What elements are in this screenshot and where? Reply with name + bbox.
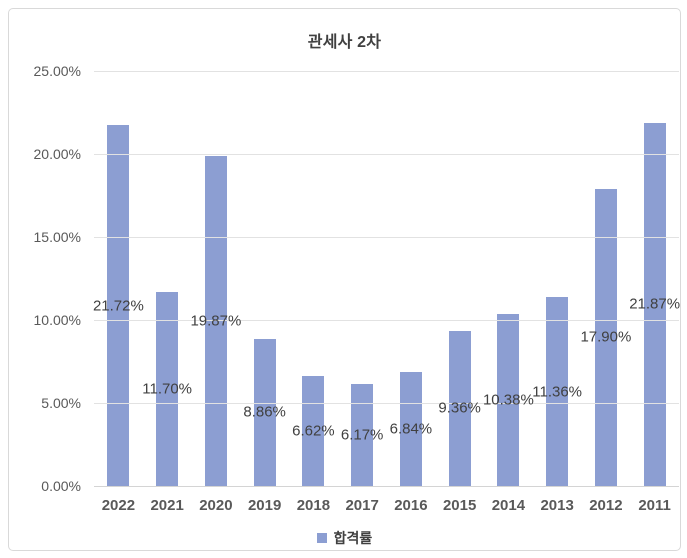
gridline <box>94 403 679 404</box>
legend-swatch-icon <box>316 533 327 543</box>
x-tick-label: 2016 <box>394 497 428 514</box>
x-tick-label: 2015 <box>442 497 477 514</box>
legend-label: 합격률 <box>333 530 373 546</box>
gridline <box>94 71 679 72</box>
chart-title: 관세사 2차 <box>307 34 382 51</box>
x-tick-label: 2014 <box>491 497 526 514</box>
gridline <box>94 154 679 155</box>
value-label: 8.86% <box>243 403 286 421</box>
value-label: 21.72% <box>92 297 144 315</box>
y-tick-label: 15.00% <box>33 229 81 245</box>
y-tick-label: 0.00% <box>41 478 81 494</box>
value-label: 11.36% <box>532 383 583 401</box>
value-label: 6.17% <box>340 426 384 444</box>
bar-column <box>143 71 192 486</box>
bar-column <box>338 71 387 486</box>
bar <box>253 338 276 486</box>
x-tick-label: 2011 <box>638 497 671 514</box>
bar <box>448 330 471 486</box>
x-tick-label: 2013 <box>540 497 574 514</box>
value-label: 10.38% <box>482 391 534 409</box>
value-label: 9.36% <box>438 399 481 417</box>
value-label: 6.62% <box>292 422 335 440</box>
chart-frame: 관세사 2차 25.00% 20.00% 15.00% 10.00% 5.00% 0.00… <box>8 8 681 551</box>
bar-column <box>387 71 436 486</box>
bar <box>399 372 422 486</box>
bar-column <box>240 71 289 486</box>
plot-area: 21.72% 11.70% 19.87% 8.86% 6.62% 6.17% 6.84% 9.… <box>92 71 681 487</box>
x-tick-label: 2017 <box>345 497 379 514</box>
y-tick-label: 20.00% <box>33 146 81 162</box>
bar <box>594 188 617 486</box>
bar-column <box>192 71 241 486</box>
x-tick-label: 2018 <box>296 497 331 514</box>
bar-column <box>533 71 582 486</box>
bar-column <box>94 71 143 486</box>
bar <box>107 125 130 486</box>
gridline <box>94 320 679 321</box>
bar <box>351 383 374 486</box>
gridline <box>94 486 679 487</box>
bar <box>546 297 569 486</box>
bar <box>156 291 179 486</box>
legend: 합격률 <box>9 528 680 548</box>
x-tick-label: 2019 <box>247 497 282 514</box>
x-tick-label: 2012 <box>589 497 623 514</box>
x-tick-label: 2022 <box>101 497 136 514</box>
x-tick-label: 2020 <box>199 497 233 514</box>
y-tick-label: 10.00% <box>33 312 81 328</box>
bar-series <box>94 71 679 486</box>
x-axis-labels: 2022 2021 2020 2019 2018 2017 2016 2015 2014 2013… <box>94 497 679 514</box>
value-label: 11.70% <box>142 380 193 398</box>
y-tick-label: 25.00% <box>33 63 81 79</box>
bar-column <box>582 71 631 486</box>
value-label: 19.87% <box>190 312 242 330</box>
y-tick-label: 5.00% <box>41 395 81 411</box>
bar <box>643 122 666 486</box>
y-axis-labels: 25.00% 20.00% 15.00% 10.00% 5.00% 0.00% <box>9 63 81 494</box>
bar-column <box>630 71 679 486</box>
bar <box>497 313 520 486</box>
value-label: 17.90% <box>580 328 632 346</box>
x-tick-label: 2021 <box>150 497 184 514</box>
gridline <box>94 237 679 238</box>
value-label: 6.84% <box>389 420 433 438</box>
value-label: 21.87% <box>629 295 681 313</box>
bar-column <box>435 71 484 486</box>
bar-column <box>484 71 533 486</box>
